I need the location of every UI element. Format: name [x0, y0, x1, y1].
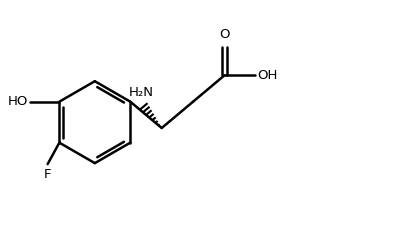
- Text: H₂N: H₂N: [129, 86, 154, 99]
- Text: O: O: [219, 28, 230, 41]
- Text: F: F: [44, 168, 51, 181]
- Text: OH: OH: [257, 69, 277, 82]
- Text: HO: HO: [8, 95, 28, 108]
